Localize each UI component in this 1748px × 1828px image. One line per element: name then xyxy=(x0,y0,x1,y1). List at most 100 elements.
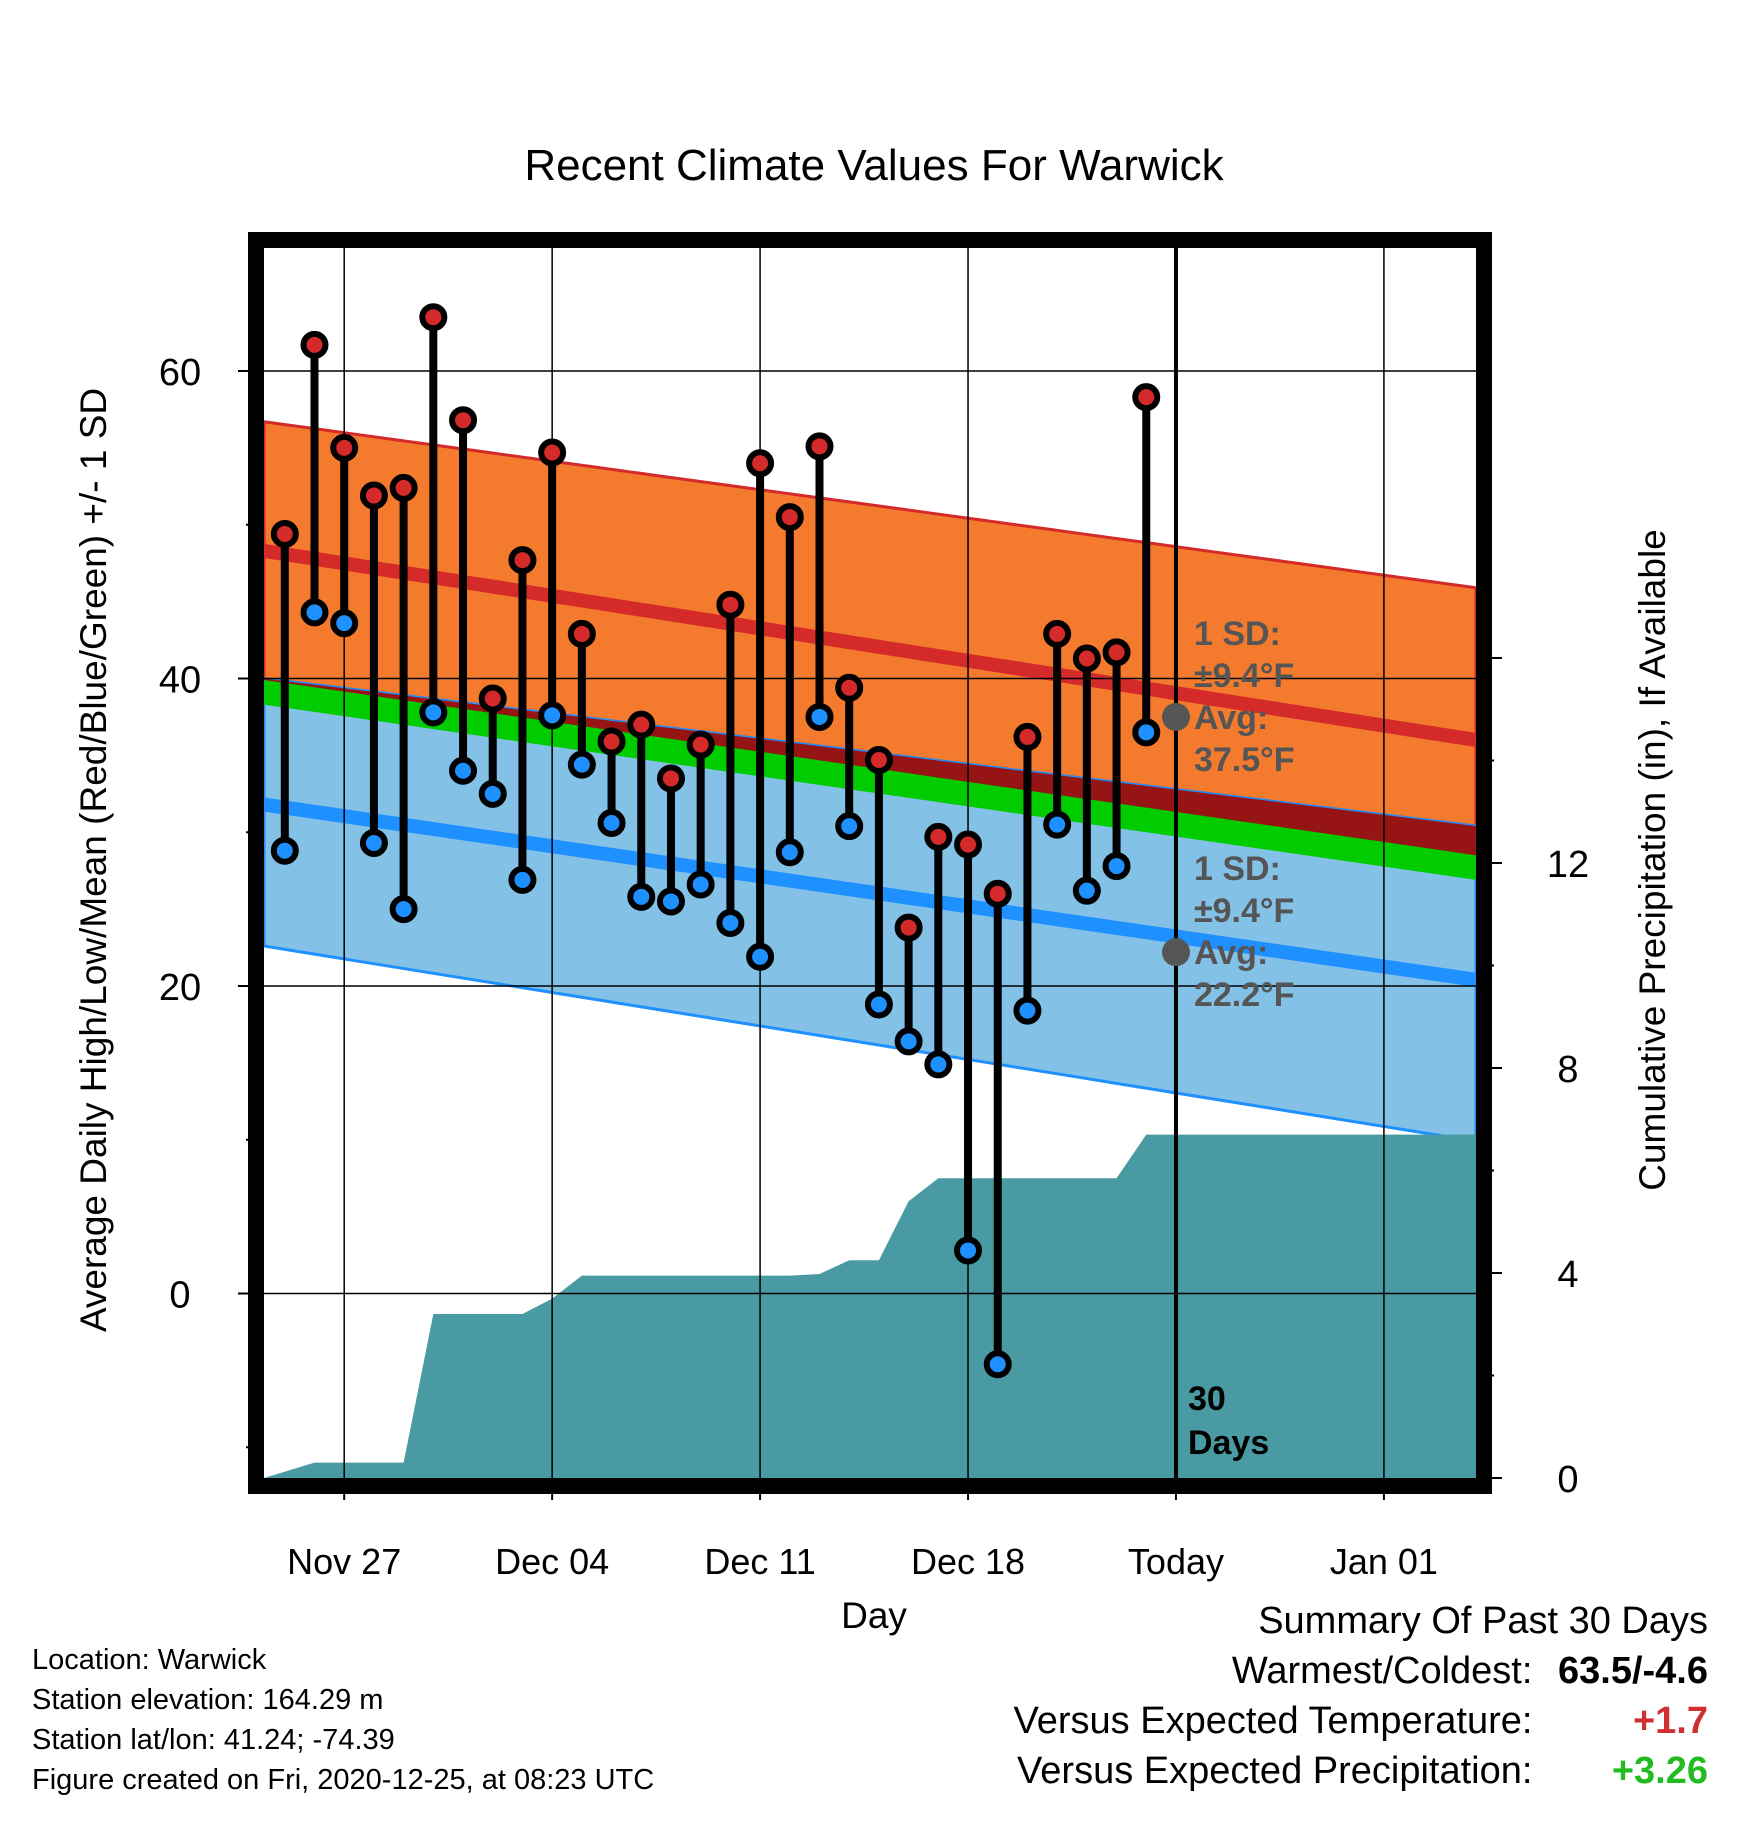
warm-value: 63.5/-4.6 xyxy=(1558,1650,1708,1692)
daily-low-point xyxy=(954,1236,983,1265)
daily-low-point xyxy=(686,870,715,899)
created-text: Figure created on Fri, 2020-12-25, at 08… xyxy=(32,1764,655,1796)
summary-title: Summary Of Past 30 Days xyxy=(1258,1600,1708,1642)
daily-low-point xyxy=(1013,996,1042,1025)
y2-tick-label: 12 xyxy=(1547,844,1589,886)
y2-tick-label: 0 xyxy=(1557,1459,1578,1501)
daily-high-point xyxy=(983,879,1012,908)
y-axis-label: Average Daily High/Low/Mean (Red/Blue/Gr… xyxy=(73,388,114,1332)
daily-high-point xyxy=(1102,638,1131,667)
daily-high-point xyxy=(567,619,596,648)
daily-high-point xyxy=(449,406,478,435)
x-tick-label: Dec 04 xyxy=(495,1541,609,1582)
daily-high-point xyxy=(954,830,983,859)
daily-low-point xyxy=(330,609,359,638)
daily-low-point xyxy=(835,812,864,841)
daily-low-point xyxy=(627,882,656,911)
daily-high-point xyxy=(656,764,685,793)
daily-high-point xyxy=(835,673,864,702)
daily-low-point xyxy=(300,598,329,627)
elevation-text: Station elevation: 164.29 m xyxy=(32,1684,384,1716)
normal-annotation-text: ±9.4°F xyxy=(1194,657,1294,695)
normal-annotation-text: ±9.4°F xyxy=(1194,892,1294,930)
x-tick-label: Nov 27 xyxy=(287,1541,401,1582)
daily-low-point xyxy=(924,1050,953,1079)
daily-high-point xyxy=(716,590,745,619)
y2-tick-label: 4 xyxy=(1557,1254,1578,1296)
daily-low-point xyxy=(716,908,745,937)
x-axis-label: Day xyxy=(841,1595,907,1636)
chart-title: Recent Climate Values For Warwick xyxy=(524,141,1224,190)
today-days-label: Days xyxy=(1188,1424,1269,1462)
station-info: Location: Warwick Station elevation: 164… xyxy=(32,1640,654,1800)
daily-low-point xyxy=(864,990,893,1019)
daily-high-point xyxy=(686,730,715,759)
x-tick-label: Jan 01 xyxy=(1330,1541,1438,1582)
daily-low-point xyxy=(449,756,478,785)
y-tick-label: 20 xyxy=(159,967,201,1009)
summary-panel: Summary Of Past 30 Days Warmest/Coldest:… xyxy=(1014,1596,1708,1796)
daily-low-point xyxy=(1072,876,1101,905)
normal-annotation-text: 22.2°F xyxy=(1194,976,1295,1014)
daily-high-point xyxy=(597,727,626,756)
daily-high-point xyxy=(627,710,656,739)
precip-value: +3.26 xyxy=(1611,1750,1708,1792)
daily-low-point xyxy=(1043,810,1072,839)
y2-tick-label: 8 xyxy=(1557,1049,1578,1091)
daily-low-point xyxy=(775,838,804,867)
daily-high-point xyxy=(1072,644,1101,673)
daily-low-point xyxy=(894,1027,923,1056)
today-days-label: 30 xyxy=(1188,1380,1226,1418)
daily-high-point xyxy=(300,330,329,359)
y-tick-label: 0 xyxy=(169,1275,190,1317)
daily-high-point xyxy=(508,546,537,575)
normal-avg-marker xyxy=(1161,938,1190,967)
normal-annotation-text: Avg: xyxy=(1194,934,1268,972)
daily-high-point xyxy=(270,519,299,548)
daily-low-point xyxy=(805,702,834,731)
temp-label: Versus Expected Temperature: xyxy=(1013,1700,1533,1742)
daily-low-point xyxy=(656,887,685,916)
daily-high-point xyxy=(389,473,418,502)
precip-area xyxy=(264,1134,1476,1478)
daily-low-point xyxy=(419,698,448,727)
daily-high-point xyxy=(805,432,834,461)
y2-axis-label: Cumulative Precipitation (in), If Availa… xyxy=(1632,529,1673,1191)
normal-annotation-text: 37.5°F xyxy=(1194,741,1295,779)
daily-low-point xyxy=(746,942,775,971)
latlon-text: Station lat/lon: 41.24; -74.39 xyxy=(32,1724,395,1756)
daily-high-point xyxy=(359,481,388,510)
daily-high-point xyxy=(1043,619,1072,648)
daily-high-point xyxy=(538,438,567,467)
low-avg-line xyxy=(264,797,1476,987)
daily-low-point xyxy=(567,750,596,779)
x-tick-label: Today xyxy=(1128,1541,1224,1582)
daily-low-point xyxy=(359,829,388,858)
daily-low-point xyxy=(983,1350,1012,1379)
daily-high-point xyxy=(1013,722,1042,751)
daily-low-point xyxy=(1132,718,1161,747)
daily-high-point xyxy=(775,503,804,532)
normal-avg-marker xyxy=(1161,702,1190,731)
daily-high-point xyxy=(924,822,953,851)
daily-low-point xyxy=(389,895,418,924)
daily-high-point xyxy=(894,913,923,942)
y-tick-label: 60 xyxy=(159,352,201,394)
daily-low-point xyxy=(1102,852,1131,881)
daily-low-point xyxy=(508,865,537,894)
y-tick-label: 40 xyxy=(159,660,201,702)
daily-low-point xyxy=(478,779,507,808)
x-tick-label: Dec 11 xyxy=(704,1541,815,1582)
normal-annotation-text: 1 SD: xyxy=(1194,850,1281,888)
daily-high-point xyxy=(478,684,507,713)
precip-label: Versus Expected Precipitation: xyxy=(1017,1750,1533,1792)
warm-label: Warmest/Coldest: xyxy=(1231,1650,1533,1692)
x-tick-label: Dec 18 xyxy=(911,1541,1025,1582)
daily-high-point xyxy=(330,433,359,462)
daily-low-point xyxy=(270,836,299,865)
daily-high-point xyxy=(746,449,775,478)
location-text: Location: Warwick xyxy=(32,1644,267,1676)
daily-high-point xyxy=(864,745,893,774)
daily-high-point xyxy=(1132,383,1161,412)
